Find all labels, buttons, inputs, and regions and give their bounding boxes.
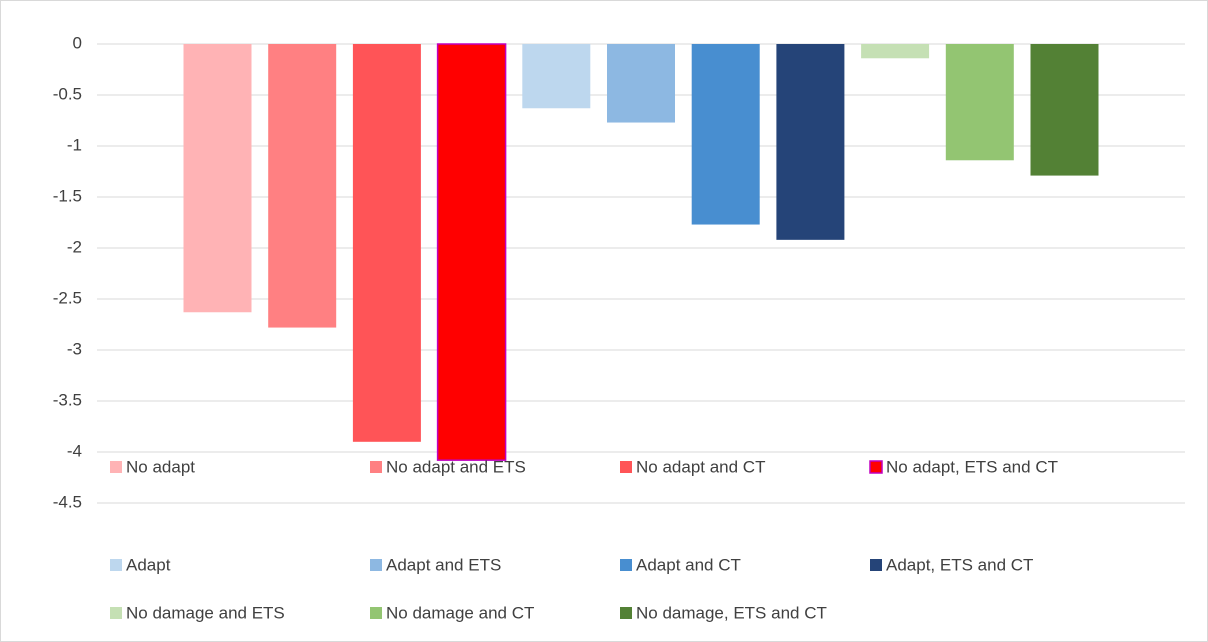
legend-swatch (370, 461, 382, 473)
bar (607, 44, 675, 123)
bar (268, 44, 337, 328)
y-tick-label: -1.5 (53, 186, 82, 205)
legend-swatch (370, 559, 382, 571)
legend-label: Adapt, ETS and CT (886, 555, 1033, 574)
legend-label: No damage, ETS and CT (636, 603, 827, 622)
y-tick-label: -3 (67, 339, 82, 358)
y-tick-label: -4.5 (53, 492, 82, 511)
y-tick-label: -2.5 (53, 288, 82, 307)
y-tick-label: -0.5 (53, 84, 82, 103)
legend-label: No adapt, ETS and CT (886, 457, 1058, 476)
legend-swatch (870, 559, 882, 571)
bar (522, 44, 591, 109)
legend-label: No damage and CT (386, 603, 534, 622)
legend-swatch (370, 607, 382, 619)
bar (352, 44, 421, 442)
legend-label: Adapt and ETS (386, 555, 501, 574)
legend-swatch (110, 607, 122, 619)
legend-label: No adapt (126, 457, 195, 476)
legend-label: No damage and ETS (126, 603, 285, 622)
bar (436, 43, 507, 461)
bar (183, 44, 252, 313)
bar (1030, 44, 1099, 176)
legend-label: Adapt (126, 555, 171, 574)
legend-swatch (620, 607, 632, 619)
y-tick-label: 0 (73, 33, 82, 52)
y-tick-label: -1 (67, 135, 82, 154)
legend-swatch (869, 460, 883, 474)
legend-label: No adapt and ETS (386, 457, 526, 476)
y-tick-label: -3.5 (53, 390, 82, 409)
bar (861, 44, 930, 59)
legend-swatch (110, 461, 122, 473)
bar (776, 44, 845, 240)
legend-swatch (110, 559, 122, 571)
y-tick-label: -4 (67, 441, 82, 460)
legend-label: No adapt and CT (636, 457, 765, 476)
bar (691, 44, 760, 225)
y-tick-label: -2 (67, 237, 82, 256)
bar (945, 44, 1014, 161)
legend-label: Adapt and CT (636, 555, 741, 574)
legend-swatch (620, 461, 632, 473)
legend-swatch (620, 559, 632, 571)
